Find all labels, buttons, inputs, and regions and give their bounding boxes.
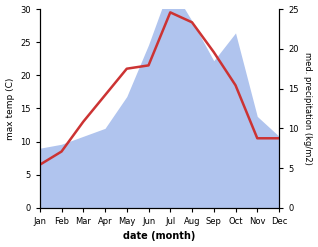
Y-axis label: med. precipitation (kg/m2): med. precipitation (kg/m2): [303, 52, 313, 165]
X-axis label: date (month): date (month): [123, 231, 196, 242]
Y-axis label: max temp (C): max temp (C): [5, 77, 15, 140]
